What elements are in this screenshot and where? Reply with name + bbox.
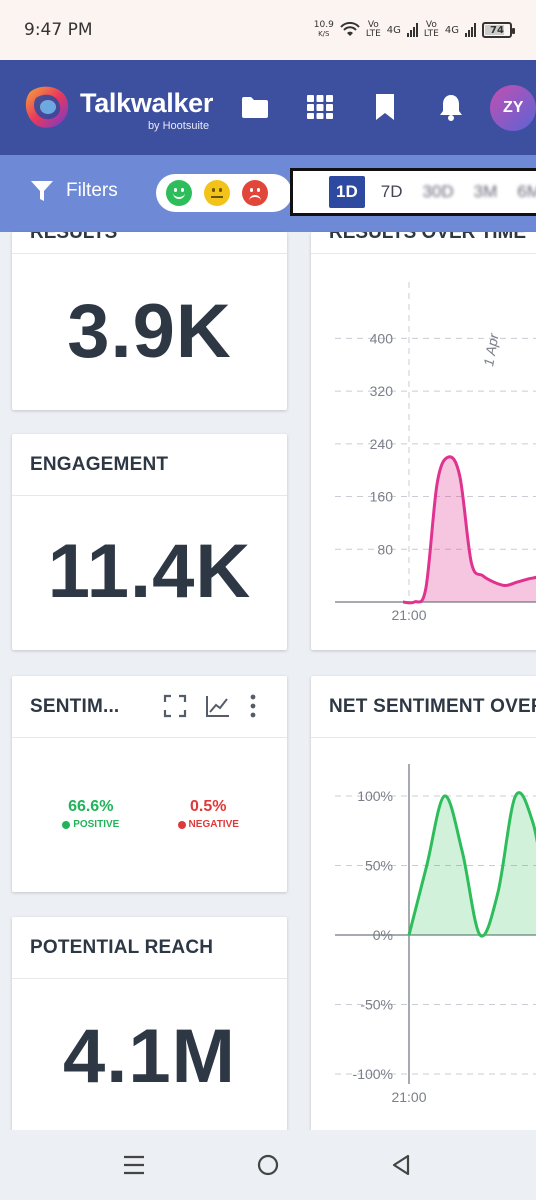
brand-subtitle: by Hootsuite: [147, 120, 210, 132]
menu-icon[interactable]: [122, 1155, 146, 1175]
engagement-title: ENGAGEMENT: [12, 434, 287, 496]
wifi-icon: [340, 22, 360, 36]
time-range-selector: 1D 7D 30D 3M 6M: [290, 168, 536, 216]
bell-icon[interactable]: [436, 92, 466, 122]
series-area: [409, 792, 536, 937]
net-sentiment-card: NET SENTIMENT OVER TIME 100% 50% 0% -50% -10…: [311, 676, 536, 1136]
positive-dot-icon: [62, 820, 71, 829]
range-3m[interactable]: 3M: [473, 182, 498, 201]
results-title: RESULTS: [30, 232, 118, 243]
range-7d[interactable]: 7D: [380, 182, 403, 201]
results-over-time-chart: 400 320 240 160 80 1 Apr 21:00: [335, 282, 536, 623]
talkwalker-logo[interactable]: [22, 82, 72, 132]
brand-name: Talkwalker: [80, 88, 214, 118]
user-avatar[interactable]: ZY: [490, 85, 536, 131]
engagement-value: 11.4K: [47, 529, 252, 614]
signal-1-icon: [406, 23, 418, 37]
net-sentiment-title: NET SENTIMENT OVER TIME: [311, 676, 536, 738]
network-speed: 10.9 K/S: [314, 21, 334, 39]
app-header: Talkwalker by Hootsuite ZY: [0, 60, 536, 155]
results-value: 3.9K: [67, 289, 232, 374]
results-over-time-title: RESULTS OVER TIME: [329, 232, 527, 243]
negative-dot-icon: [177, 820, 186, 829]
sentiment-card: SENTIM... 66.6% POSITIVE 0.5% NEGATIVE: [12, 676, 287, 892]
bookmark-icon[interactable]: [370, 92, 400, 122]
y-tick-label: 400: [370, 330, 394, 346]
filter-icon: [31, 181, 53, 201]
x-tick-label: 21:00: [391, 1089, 426, 1105]
range-1d[interactable]: 1D: [329, 176, 365, 208]
battery-icon: 74: [482, 22, 515, 38]
volte-1-icon: Vo LTE: [365, 20, 381, 39]
brand: Talkwalker by Hootsuite: [80, 88, 214, 132]
engagement-card: ENGAGEMENT 11.4K: [12, 434, 287, 650]
expand-icon[interactable]: [163, 694, 187, 718]
date-marker-label: 1 Apr: [480, 331, 502, 368]
speed-value: 10.9: [313, 20, 334, 30]
status-time: 9:47 PM: [24, 20, 93, 40]
net-sentiment-chart: 100% 50% 0% -50% -100% 21:00: [335, 764, 536, 1105]
reach-value: 4.1M: [63, 1014, 236, 1099]
y-tick-label: 80: [377, 541, 393, 557]
negative-percent: 0.5%: [190, 798, 227, 815]
negative-label: NEGATIVE: [188, 819, 239, 830]
battery-level: 74: [490, 24, 504, 36]
status-bar: 9:47 PM 10.9 K/S Vo LTE 4G Vo LTE 4G 74: [0, 0, 536, 60]
y-tick-label: 50%: [365, 858, 393, 874]
sim2-network: 4G: [444, 24, 459, 36]
y-tick-label: -100%: [353, 1066, 393, 1082]
filters-label: Filters: [66, 180, 118, 201]
folder-icon[interactable]: [240, 92, 270, 122]
reach-title: POTENTIAL REACH: [12, 917, 287, 979]
negative-sentiment: 0.5% NEGATIVE: [150, 798, 288, 830]
x-tick-label: 21:00: [391, 607, 426, 623]
sentiment-title: SENTIM...: [12, 676, 287, 738]
positive-label: POSITIVE: [73, 819, 120, 830]
range-30d[interactable]: 30D: [422, 182, 454, 201]
y-tick-label: 240: [370, 436, 394, 452]
y-tick-label: 100%: [357, 788, 393, 804]
signal-2-icon: [465, 23, 476, 37]
system-nav-bar: [0, 1130, 536, 1200]
y-tick-label: 0%: [373, 927, 393, 943]
negative-face-icon[interactable]: [242, 180, 268, 206]
range-6m[interactable]: 6M: [517, 182, 536, 201]
sentiment-filter[interactable]: [156, 174, 292, 212]
y-tick-label: 160: [370, 489, 394, 505]
positive-sentiment: 66.6% POSITIVE: [12, 798, 150, 830]
results-header: RESULTS: [12, 232, 287, 254]
neutral-face-icon[interactable]: [204, 180, 230, 206]
sim1-network: 4G: [386, 24, 401, 36]
y-tick-label: 320: [370, 383, 394, 399]
results-over-time-header: RESULTS OVER TIME: [311, 232, 536, 254]
line-chart-icon[interactable]: [205, 694, 231, 718]
status-icons: 10.9 K/S Vo LTE 4G Vo LTE 4G 74: [314, 20, 515, 39]
positive-percent: 66.6%: [68, 798, 114, 815]
more-options-icon[interactable]: [249, 694, 257, 718]
potential-reach-card: POTENTIAL REACH 4.1M: [12, 917, 287, 1137]
results-over-time-card: RESULTS OVER TIME 400 320 240 160 80 1 Apr 21:…: [311, 232, 536, 650]
positive-face-icon[interactable]: [166, 180, 192, 206]
home-icon[interactable]: [257, 1154, 279, 1176]
volte-2-icon: Vo LTE: [423, 20, 439, 39]
y-tick-label: -50%: [360, 997, 393, 1013]
filters-button[interactable]: Filters: [30, 179, 118, 203]
sentiment-tools: [163, 694, 257, 718]
series-line: [402, 455, 536, 605]
back-icon[interactable]: [390, 1154, 412, 1176]
speed-unit: K/S: [318, 30, 330, 38]
series-line: [407, 791, 536, 938]
results-card: RESULTS 3.9K: [12, 232, 287, 410]
sentiment-values: 66.6% POSITIVE 0.5% NEGATIVE: [12, 798, 287, 830]
grid-icon[interactable]: [305, 92, 335, 122]
